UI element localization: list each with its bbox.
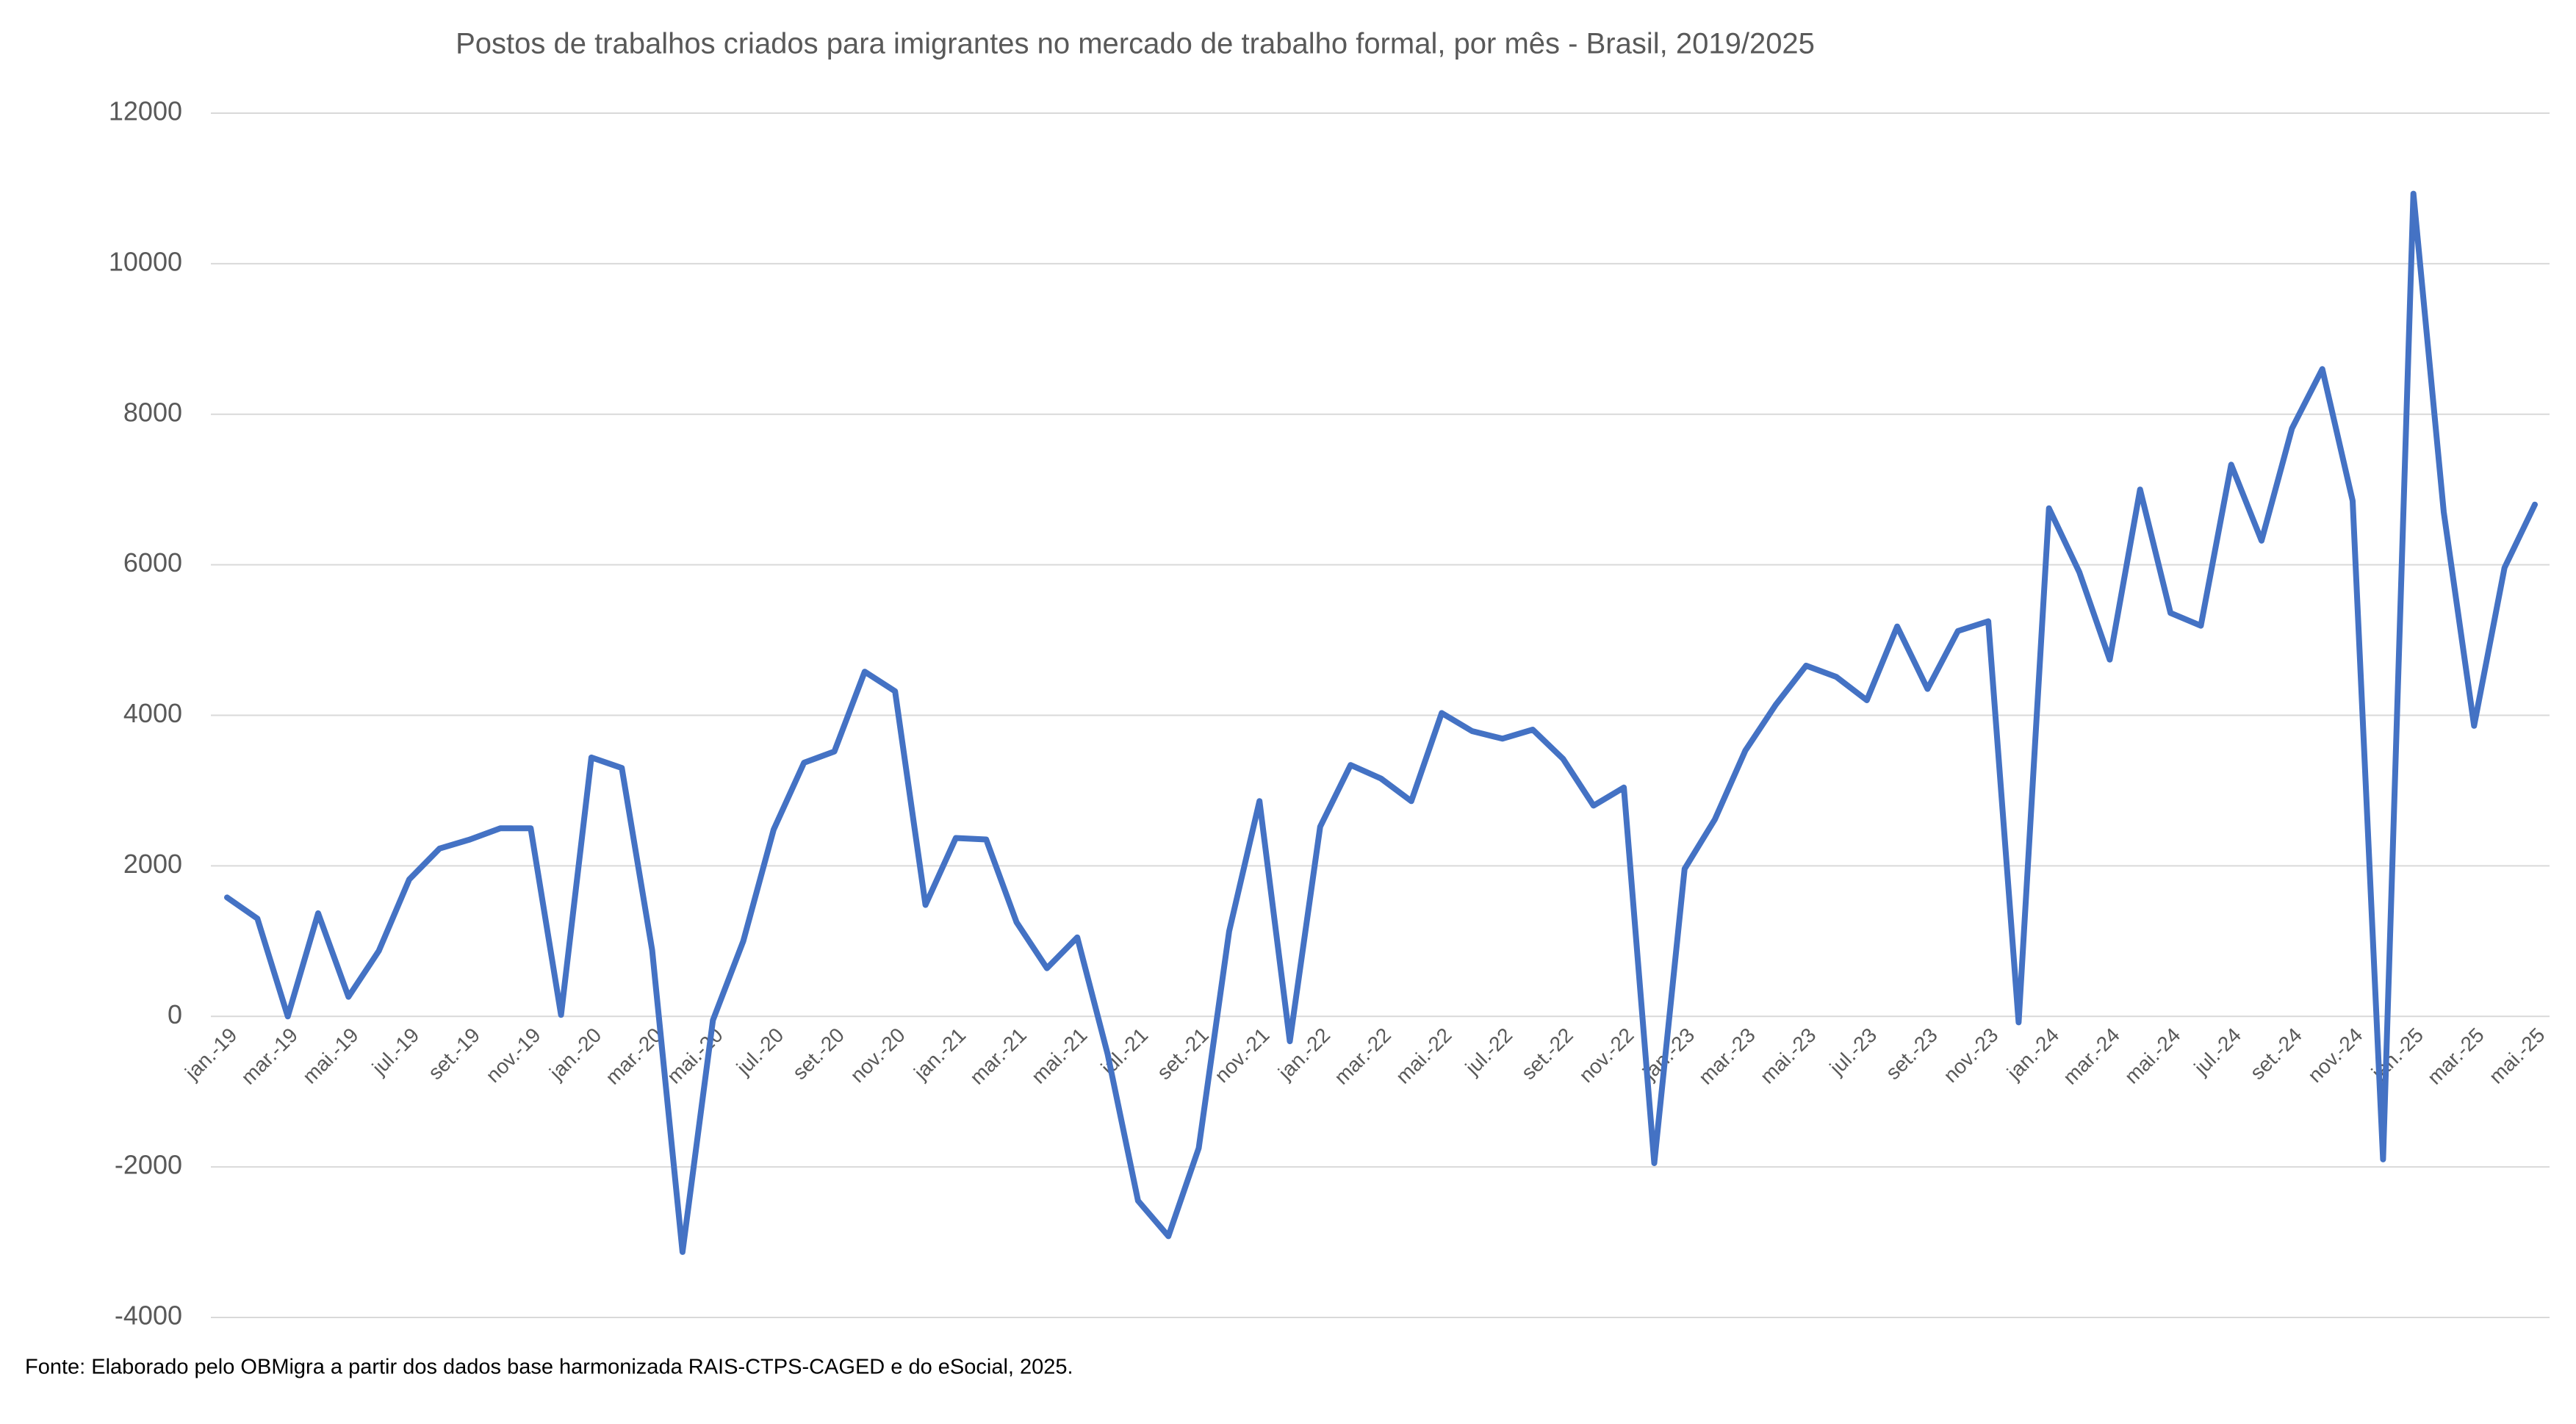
y-tick-label: 4000 [123, 698, 182, 728]
y-tick-label: -2000 [115, 1150, 182, 1180]
y-tick-label: 12000 [109, 96, 182, 126]
y-tick-label: 10000 [109, 246, 182, 276]
source-note: Fonte: Elaborado pelo OBMigra a partir d… [25, 1356, 1073, 1379]
y-tick-label: -4000 [115, 1301, 182, 1331]
y-tick-label: 2000 [123, 849, 182, 879]
y-tick-label: 0 [168, 999, 182, 1029]
data-line [224, 190, 2538, 1255]
y-tick-label: 8000 [123, 397, 182, 427]
y-tick-label: 6000 [123, 547, 182, 578]
chart-title: Postos de trabalhos criados para imigran… [456, 28, 1815, 60]
